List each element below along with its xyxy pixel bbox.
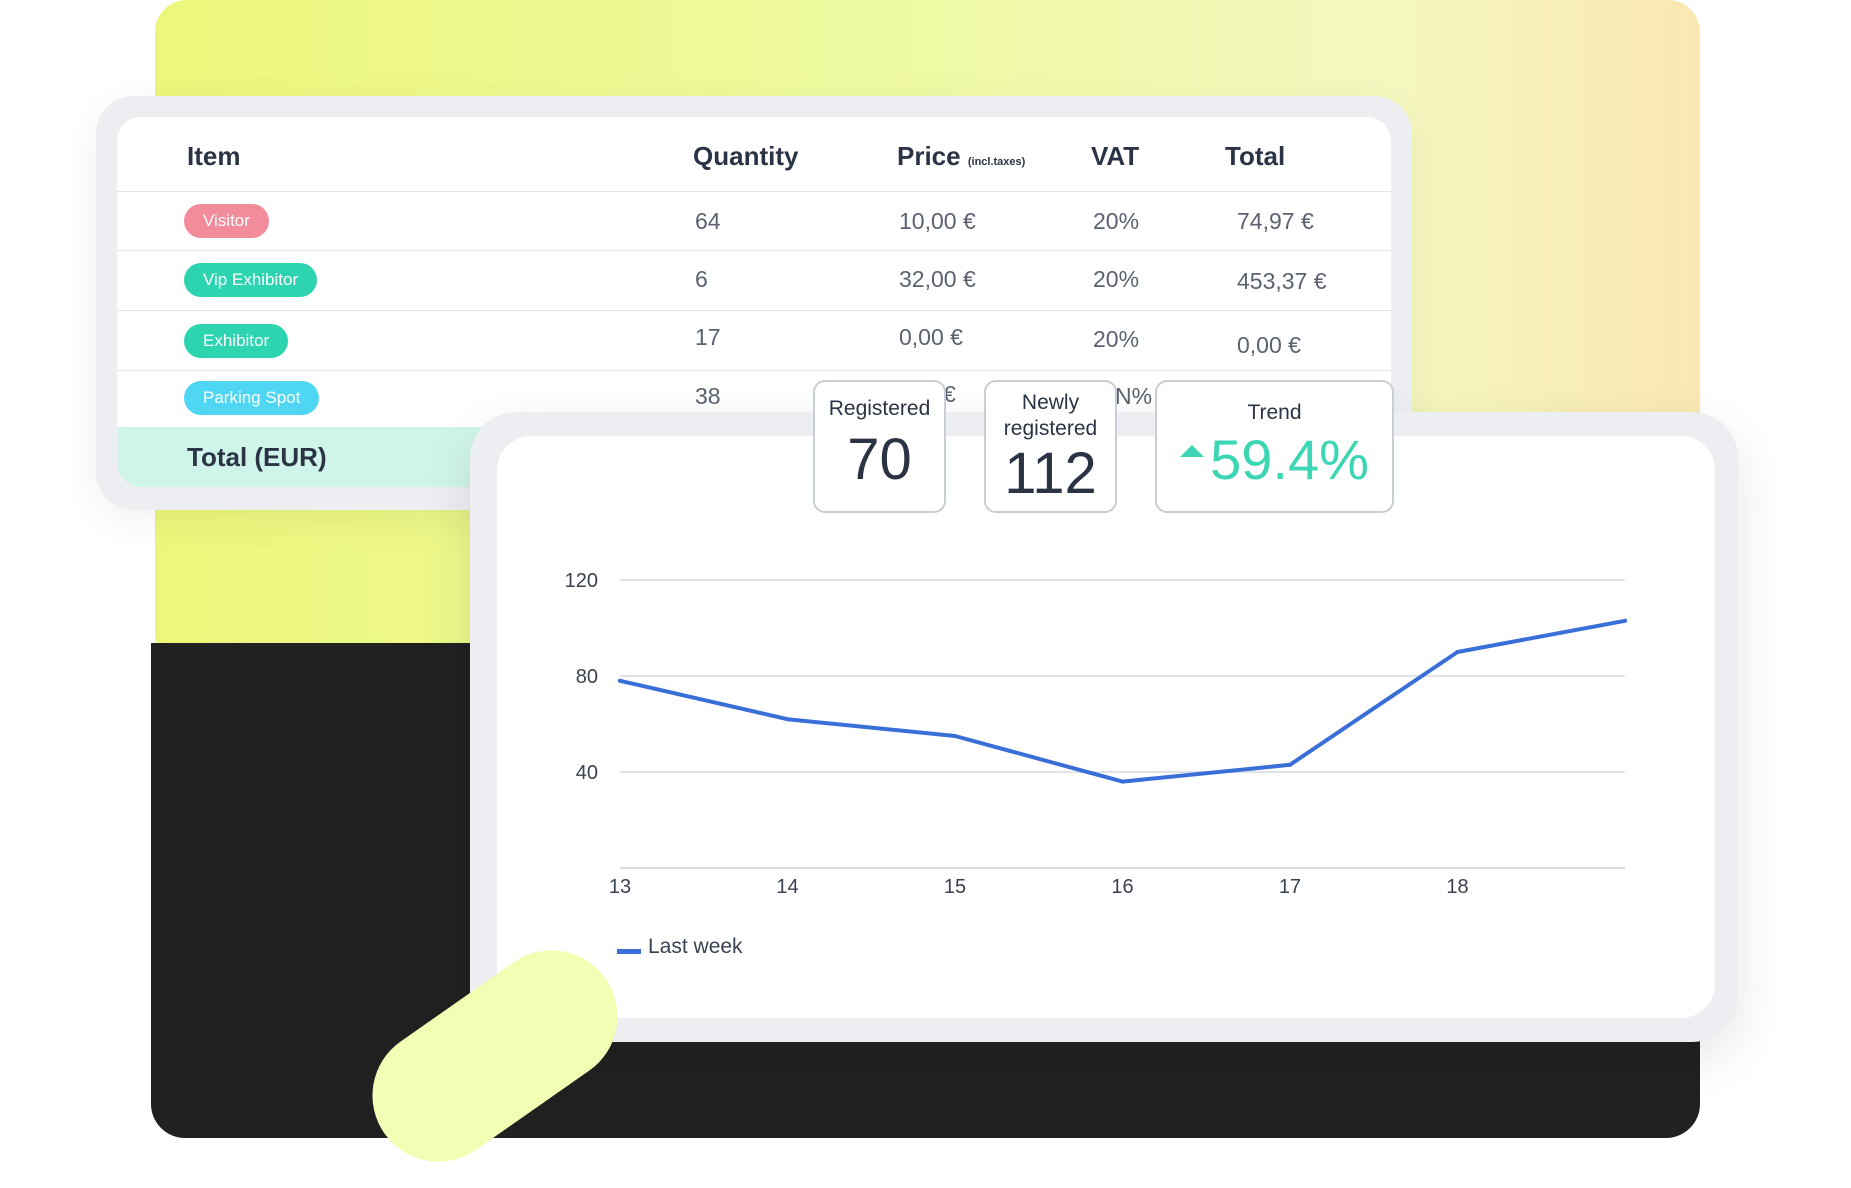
- stat-newly-label-line1: Newly: [1021, 391, 1080, 414]
- quantity-cell: 6: [695, 266, 708, 292]
- trend-up-arrow-icon: [1180, 445, 1205, 457]
- stat-trend-row: 59.4%: [1157, 430, 1392, 490]
- data-point: [1288, 762, 1292, 767]
- item-tag-vip-exhibitor[interactable]: Vip Exhibitor: [184, 263, 318, 297]
- stat-registered-value: 70: [847, 427, 912, 492]
- header-item: Item: [187, 141, 241, 171]
- x-tick-label: 16: [1111, 876, 1133, 898]
- total-label: Total (EUR): [187, 442, 327, 472]
- row-divider: [117, 310, 1391, 311]
- series-line-last-week: [618, 618, 1627, 784]
- vat-cell: 20%: [1093, 326, 1140, 352]
- legend-swatch-last-week: [617, 949, 641, 954]
- row-divider: [117, 191, 1391, 192]
- price-cell: 0,00 €: [899, 324, 963, 350]
- x-tick-label: 14: [776, 876, 798, 898]
- quantity-cell: 38: [695, 383, 721, 409]
- y-tick-label: 80: [576, 666, 598, 688]
- stat-registered-label: Registered: [828, 397, 931, 420]
- price-cell: €: [943, 381, 956, 407]
- data-point: [953, 734, 957, 738]
- data-point: [1623, 618, 1627, 623]
- row-divider: [117, 370, 1391, 371]
- total-cell: 0,00 €: [1237, 332, 1301, 358]
- stat-newly-value: 112: [1004, 441, 1097, 506]
- stat-trend-label: Trend: [1247, 401, 1302, 424]
- data-point: [1455, 650, 1460, 654]
- item-tag-exhibitor[interactable]: Exhibitor: [184, 324, 289, 358]
- header-price-note: (incl.taxes): [967, 156, 1026, 168]
- vat-cell: 20%: [1093, 208, 1140, 234]
- quantity-cell: 64: [695, 208, 721, 234]
- vat-cell: 20%: [1093, 266, 1140, 292]
- line-chart: 40 80 120 13 14 15 16 17 18: [565, 570, 1627, 898]
- stat-newly-registered: Newly registered 112: [984, 380, 1117, 513]
- x-tick-label: 15: [944, 876, 966, 898]
- data-point: [618, 678, 622, 683]
- quantity-cell: 17: [695, 324, 721, 350]
- x-tick-label: 17: [1279, 876, 1301, 898]
- header-quantity: Quantity: [693, 141, 799, 171]
- stat-trend-value: 59.4%: [1210, 428, 1369, 491]
- price-cell: 10,00 €: [899, 208, 976, 234]
- vat-cell: N%: [1115, 383, 1153, 409]
- header-total: Total: [1225, 141, 1286, 171]
- header-price-label: Price: [897, 141, 961, 171]
- header-price: Price (incl.taxes): [897, 141, 1025, 172]
- item-tag-visitor[interactable]: Visitor: [184, 204, 269, 238]
- price-cell: 32,00 €: [899, 266, 976, 292]
- legend-label-last-week[interactable]: Last week: [648, 935, 743, 958]
- chart-card: [497, 436, 1715, 1018]
- data-point: [785, 717, 790, 722]
- data-point: [1120, 779, 1125, 784]
- stat-newly-label-line2: registered: [1003, 417, 1098, 440]
- total-cell: 453,37 €: [1237, 268, 1327, 294]
- total-cell: 74,97 €: [1237, 208, 1314, 234]
- y-tick-label: 120: [565, 570, 598, 592]
- item-tag-parking-spot[interactable]: Parking Spot: [184, 381, 320, 415]
- x-tick-label: 18: [1446, 876, 1468, 898]
- stat-trend: Trend 59.4%: [1155, 380, 1394, 513]
- stat-registered: Registered 70: [813, 380, 946, 513]
- row-divider: [117, 250, 1391, 251]
- header-vat: VAT: [1091, 141, 1140, 171]
- y-tick-label: 40: [576, 762, 598, 784]
- x-tick-label: 13: [609, 876, 631, 898]
